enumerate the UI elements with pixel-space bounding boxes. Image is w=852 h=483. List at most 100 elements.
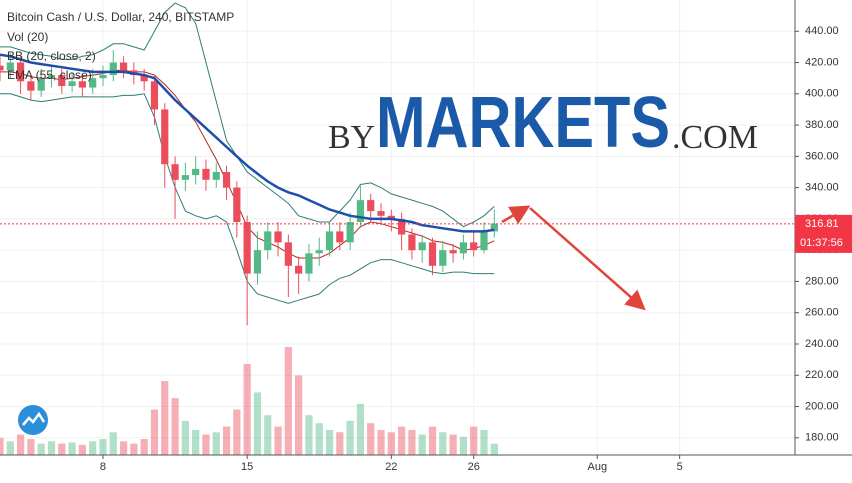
y-tick-label: 400.00 [805,88,839,100]
y-tick-label: 260.00 [805,307,839,319]
candle-body [27,81,35,91]
candle-body [408,234,416,251]
annotation-arrows [501,205,646,311]
volume-bar [428,426,437,455]
volume-bar [336,432,344,455]
candle-body [78,81,86,88]
candle-body [284,242,292,266]
candle-body [0,65,4,71]
candle-body [171,164,179,180]
arrow [501,205,531,225]
candle-body [470,242,478,251]
candle-body [459,242,468,254]
volume-bar [315,423,323,455]
arrow [529,207,646,311]
candle-body [295,265,303,274]
y-tick-label: 280.00 [805,275,839,287]
volume-bar [58,443,66,455]
y-tick-label: 420.00 [805,56,839,68]
candle-body [377,211,385,216]
y-tick-label: 380.00 [805,119,839,131]
y-tick-label: 340.00 [805,182,839,194]
volume-bar [181,420,189,455]
x-tick-label: 22 [385,461,397,473]
candle-body [253,250,262,274]
y-tick-label: 220.00 [805,369,839,381]
candle-body [16,62,25,82]
volume-bar [439,432,447,455]
volume-bar [161,381,169,455]
candle-body [490,223,498,232]
volume-bar [274,426,282,455]
candle-body [192,168,200,176]
candle-body [222,171,231,188]
volume-bar [387,432,395,455]
volume-bar [408,429,416,455]
x-tick-label: 15 [241,461,253,473]
logo [18,405,48,435]
volume-bar [233,409,241,455]
candle-body [212,171,220,180]
candle-body [150,81,159,110]
candle-body [109,62,117,76]
bollinger-upper [0,2,495,228]
candle-body [264,231,272,251]
candle-body [439,250,447,266]
ema-line [0,53,495,233]
volume-bar [202,434,210,455]
volume-bar [398,426,406,455]
volume-bar [295,375,303,455]
volume-bar [68,442,76,455]
volume-bar [418,434,426,455]
volume-bar [325,429,334,455]
legend: Bitcoin Cash / U.S. Dollar, 240, BITSTAM… [7,10,234,82]
volume-bar [27,439,35,455]
candle-body [181,175,189,180]
x-tick-label: 5 [677,461,683,473]
volume-bar [37,443,45,455]
volume-bar [0,437,4,455]
volume-bar [192,429,200,455]
y-tick-label: 200.00 [805,400,839,412]
candle-body [99,75,107,79]
candle-body [336,231,344,243]
y-tick-label: 240.00 [805,338,839,350]
volume-bar [253,392,262,455]
volume-bar [130,443,138,455]
watermark-suffix: .COM [672,119,758,156]
grid [0,0,795,455]
volume-bar [264,415,272,455]
volume-bar [449,434,457,455]
volume-bar [243,364,251,455]
logo-mark [22,411,46,426]
legend-ema: EMA (55, close) [7,68,92,82]
volume-bar [140,439,148,455]
volume-bar [470,426,478,455]
x-tick-label: Aug [587,461,607,473]
candle-body [367,200,375,212]
volume-bar [377,429,385,455]
watermark: BY MARKETS .COM [328,83,758,163]
watermark-brand: MARKETS [376,83,670,163]
volume-bar [109,432,117,455]
volume-bar [119,441,128,455]
volume-bar [367,423,375,455]
volume-bar [459,436,468,455]
candle-body [315,250,323,254]
countdown-label: 01:37:56 [800,237,843,249]
volume-bar [480,429,488,455]
candle-body [6,62,14,71]
candle-body [202,168,210,180]
candle-body [233,187,241,223]
candle-body [68,81,76,86]
plot [0,2,795,455]
volume-bar [171,398,179,455]
volume-bar [284,346,292,455]
volume-bar [99,439,107,455]
y-tick-label: 360.00 [805,150,839,162]
candle-body [387,215,395,219]
candle-body [274,231,282,243]
candle-body [346,222,354,243]
candle-body [449,250,457,254]
